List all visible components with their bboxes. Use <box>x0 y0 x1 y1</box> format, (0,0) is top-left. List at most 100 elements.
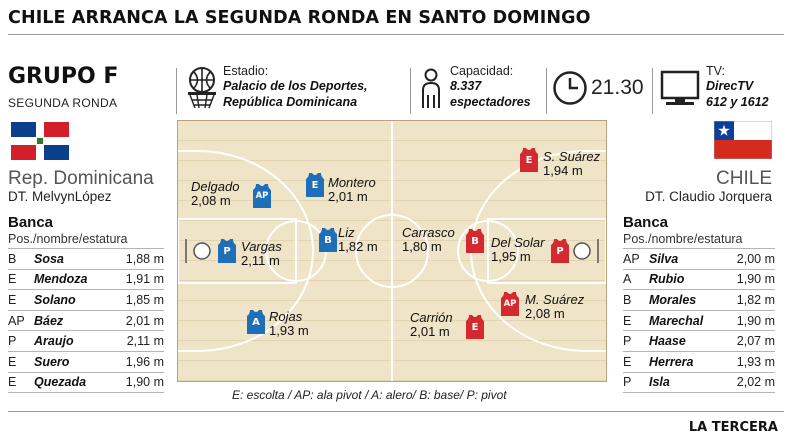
bottom-rule <box>8 411 784 412</box>
jersey-position-label: A <box>252 317 260 328</box>
bench-row: P Araujo 2,11 m <box>8 330 164 352</box>
bench-row: A Rubio 1,90 m <box>623 269 775 291</box>
bench-position: AP <box>623 248 649 270</box>
bench-position: E <box>8 372 34 394</box>
player-label-rojas: Rojas 1,93 m <box>269 310 309 338</box>
bench-player-height: 2,02 m <box>722 372 775 394</box>
bench-player-name: Marechal <box>649 310 723 332</box>
info-divider <box>652 68 653 114</box>
bench-position: B <box>8 248 34 270</box>
chile-flag-icon <box>713 120 773 164</box>
bench-row: E Herrera 1,93 m <box>623 351 775 373</box>
bench-player-height: 1,91 m <box>109 269 164 291</box>
capacity-line2: espectadores <box>450 95 531 109</box>
person-icon <box>420 68 442 115</box>
info-divider <box>176 68 177 114</box>
stadium-line1: Palacio de los Deportes, <box>223 79 368 93</box>
player-height: 2,08 m <box>191 193 231 208</box>
bench-player-name: Quezada <box>34 372 110 394</box>
player-name: S. Suárez <box>543 149 601 164</box>
bench-player-height: 1,82 m <box>722 289 775 311</box>
jersey-away-e-icon: E <box>518 147 540 178</box>
bench-player-name: Suero <box>34 351 110 373</box>
jersey-position-label: E <box>525 155 533 166</box>
bench-player-name: Báez <box>34 310 110 332</box>
bench-player-name: Isla <box>649 372 723 394</box>
player-height: 2,08 m <box>525 306 565 321</box>
home-coach: DT. MelvynLópez <box>8 189 112 204</box>
player-name: M. Suárez <box>525 292 585 307</box>
group-subtitle: SEGUNDA RONDA <box>8 96 118 110</box>
bench-player-height: 1,93 m <box>722 351 775 373</box>
tv-line2: 612 y 1612 <box>706 95 769 109</box>
bench-player-name: Sosa <box>34 248 110 270</box>
player-label-s-suarez: S. Suárez 1,94 m <box>543 150 600 178</box>
info-divider <box>546 68 547 114</box>
bench-row: AP Silva 2,00 m <box>623 248 775 270</box>
bench-player-height: 2,01 m <box>109 310 164 332</box>
tv-info: TV: DirecTV 612 y 1612 <box>706 64 769 110</box>
stadium-label: Estadio: <box>223 64 269 78</box>
jersey-position-label: E <box>311 180 319 191</box>
player-name: Montero <box>328 175 376 190</box>
jersey-position-label: E <box>471 322 479 333</box>
bench-player-height: 1,88 m <box>109 248 164 270</box>
bench-player-name: Morales <box>649 289 723 311</box>
bench-player-name: Herrera <box>649 351 723 373</box>
jersey-position-label: P <box>556 246 564 257</box>
player-height: 1,95 m <box>491 249 531 264</box>
bench-player-height: 1,85 m <box>109 289 164 311</box>
jersey-position-label: B <box>324 235 332 246</box>
player-height: 1,82 m <box>338 239 378 254</box>
bench-player-height: 2,07 m <box>722 330 775 352</box>
jersey-home-e-icon: E <box>304 172 326 203</box>
bench-row: B Sosa 1,88 m <box>8 248 164 270</box>
away-coach: DT. Claudio Jorquera <box>645 189 772 204</box>
bench-player-name: Haase <box>649 330 723 352</box>
bench-row: E Mendoza 1,91 m <box>8 269 164 291</box>
player-name: Carrasco <box>402 225 455 240</box>
bench-position: AP <box>8 310 34 332</box>
basketball-hoop-icon <box>185 66 219 115</box>
home-team-name: Rep. Dominicana <box>8 168 154 189</box>
bench-player-height: 2,11 m <box>109 330 164 352</box>
bench-position: P <box>8 330 34 352</box>
top-rule <box>8 34 784 35</box>
clock-icon <box>552 70 588 111</box>
player-label-del-solar: Del Solar 1,95 m <box>491 236 544 264</box>
player-name: Del Solar <box>491 235 545 250</box>
jersey-home-a-icon: A <box>245 309 267 340</box>
player-label-vargas: Vargas 2,11 m <box>241 240 282 268</box>
bench-position: P <box>623 372 649 394</box>
jersey-away-b-icon: B <box>464 228 486 259</box>
jersey-position-label: P <box>223 246 231 257</box>
player-label-carrasco: Carrasco 1,80 m <box>402 226 455 254</box>
bench-player-height: 1,90 m <box>722 269 775 291</box>
player-name: Delgado <box>191 179 240 194</box>
bench-position: E <box>623 351 649 373</box>
bench-player-name: Silva <box>649 248 723 270</box>
away-bench-title: Banca <box>623 214 669 231</box>
jersey-home-b-icon: B <box>317 227 339 258</box>
player-name: Liz <box>338 225 355 240</box>
player-height: 2,11 m <box>241 253 280 268</box>
tv-label: TV: <box>706 64 725 78</box>
home-bench-subtitle: Pos./nombre/estatura <box>8 232 128 246</box>
tv-icon <box>660 70 700 113</box>
dominican-flag-icon <box>11 122 69 165</box>
player-name: Vargas <box>241 239 282 254</box>
bench-position: P <box>623 330 649 352</box>
player-height: 1,94 m <box>543 163 583 178</box>
bench-player-height: 2,00 m <box>722 248 775 270</box>
bench-row: P Isla 2,02 m <box>623 372 775 394</box>
bench-position: E <box>623 310 649 332</box>
away-bench-subtitle: Pos./nombre/estatura <box>623 232 743 246</box>
jersey-away-p-icon: P <box>549 238 571 269</box>
capacity-line1: 8.337 <box>450 79 482 93</box>
bench-position: E <box>8 289 34 311</box>
player-height: 1,93 m <box>269 323 309 338</box>
home-bench-table: B Sosa 1,88 m E Mendoza 1,91 m E Solano 1,85 m AP… <box>8 248 164 394</box>
group-title: GRUPO F <box>8 64 119 89</box>
bench-position: A <box>623 269 649 291</box>
bench-player-height: 1,90 m <box>722 310 775 332</box>
